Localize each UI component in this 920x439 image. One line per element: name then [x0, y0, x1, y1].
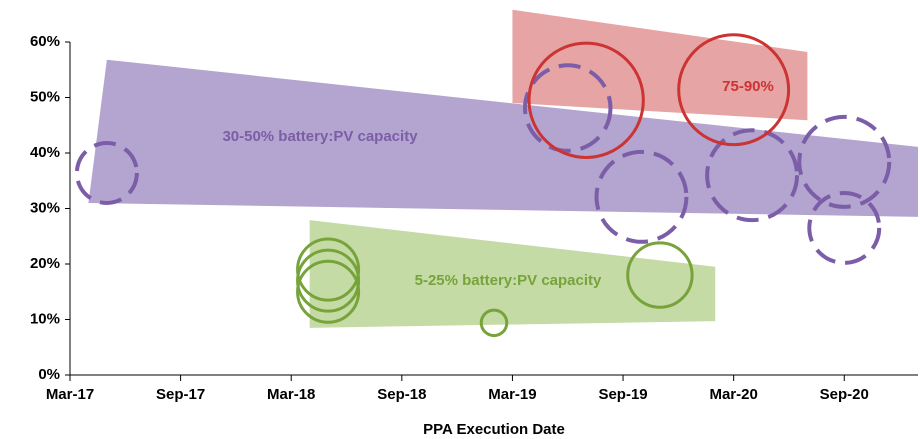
band — [512, 9, 808, 121]
x-tick-label: Mar-18 — [267, 386, 315, 403]
x-tick-label: Mar-17 — [46, 386, 94, 403]
series-label: 5-25% battery:PV capacity — [415, 272, 602, 289]
x-tick-label: Sep-20 — [820, 386, 869, 403]
band — [88, 59, 918, 217]
x-tick-label: Mar-19 — [488, 386, 536, 403]
y-tick-label: 40% — [30, 144, 60, 161]
band — [309, 220, 716, 328]
x-tick-label: Mar-20 — [709, 386, 757, 403]
bubble — [594, 149, 689, 244]
bubble — [705, 128, 800, 223]
bubble — [527, 41, 645, 159]
bubble — [479, 308, 509, 338]
y-tick-label: 50% — [30, 88, 60, 105]
y-tick-label: 30% — [30, 199, 60, 216]
x-tick-label: Sep-19 — [598, 386, 647, 403]
bubble — [74, 141, 139, 205]
x-axis-label: PPA Execution Date — [423, 421, 565, 438]
y-tick-label: 20% — [30, 255, 60, 272]
bubble — [296, 248, 361, 313]
y-tick-label: 0% — [38, 366, 60, 383]
bubble — [807, 190, 882, 265]
bubble — [296, 237, 361, 302]
bubble — [626, 241, 694, 309]
x-tick-label: Sep-18 — [377, 386, 426, 403]
bubble — [797, 114, 892, 209]
y-tick-label: 10% — [30, 310, 60, 327]
series-label: 30-50% battery:PV capacity — [222, 128, 418, 145]
bubble — [523, 63, 613, 153]
series-label: 75-90% — [722, 78, 774, 95]
bubble — [677, 33, 791, 147]
y-tick-label: 60% — [30, 33, 60, 50]
x-tick-label: Sep-17 — [156, 386, 205, 403]
bubble — [296, 259, 361, 324]
